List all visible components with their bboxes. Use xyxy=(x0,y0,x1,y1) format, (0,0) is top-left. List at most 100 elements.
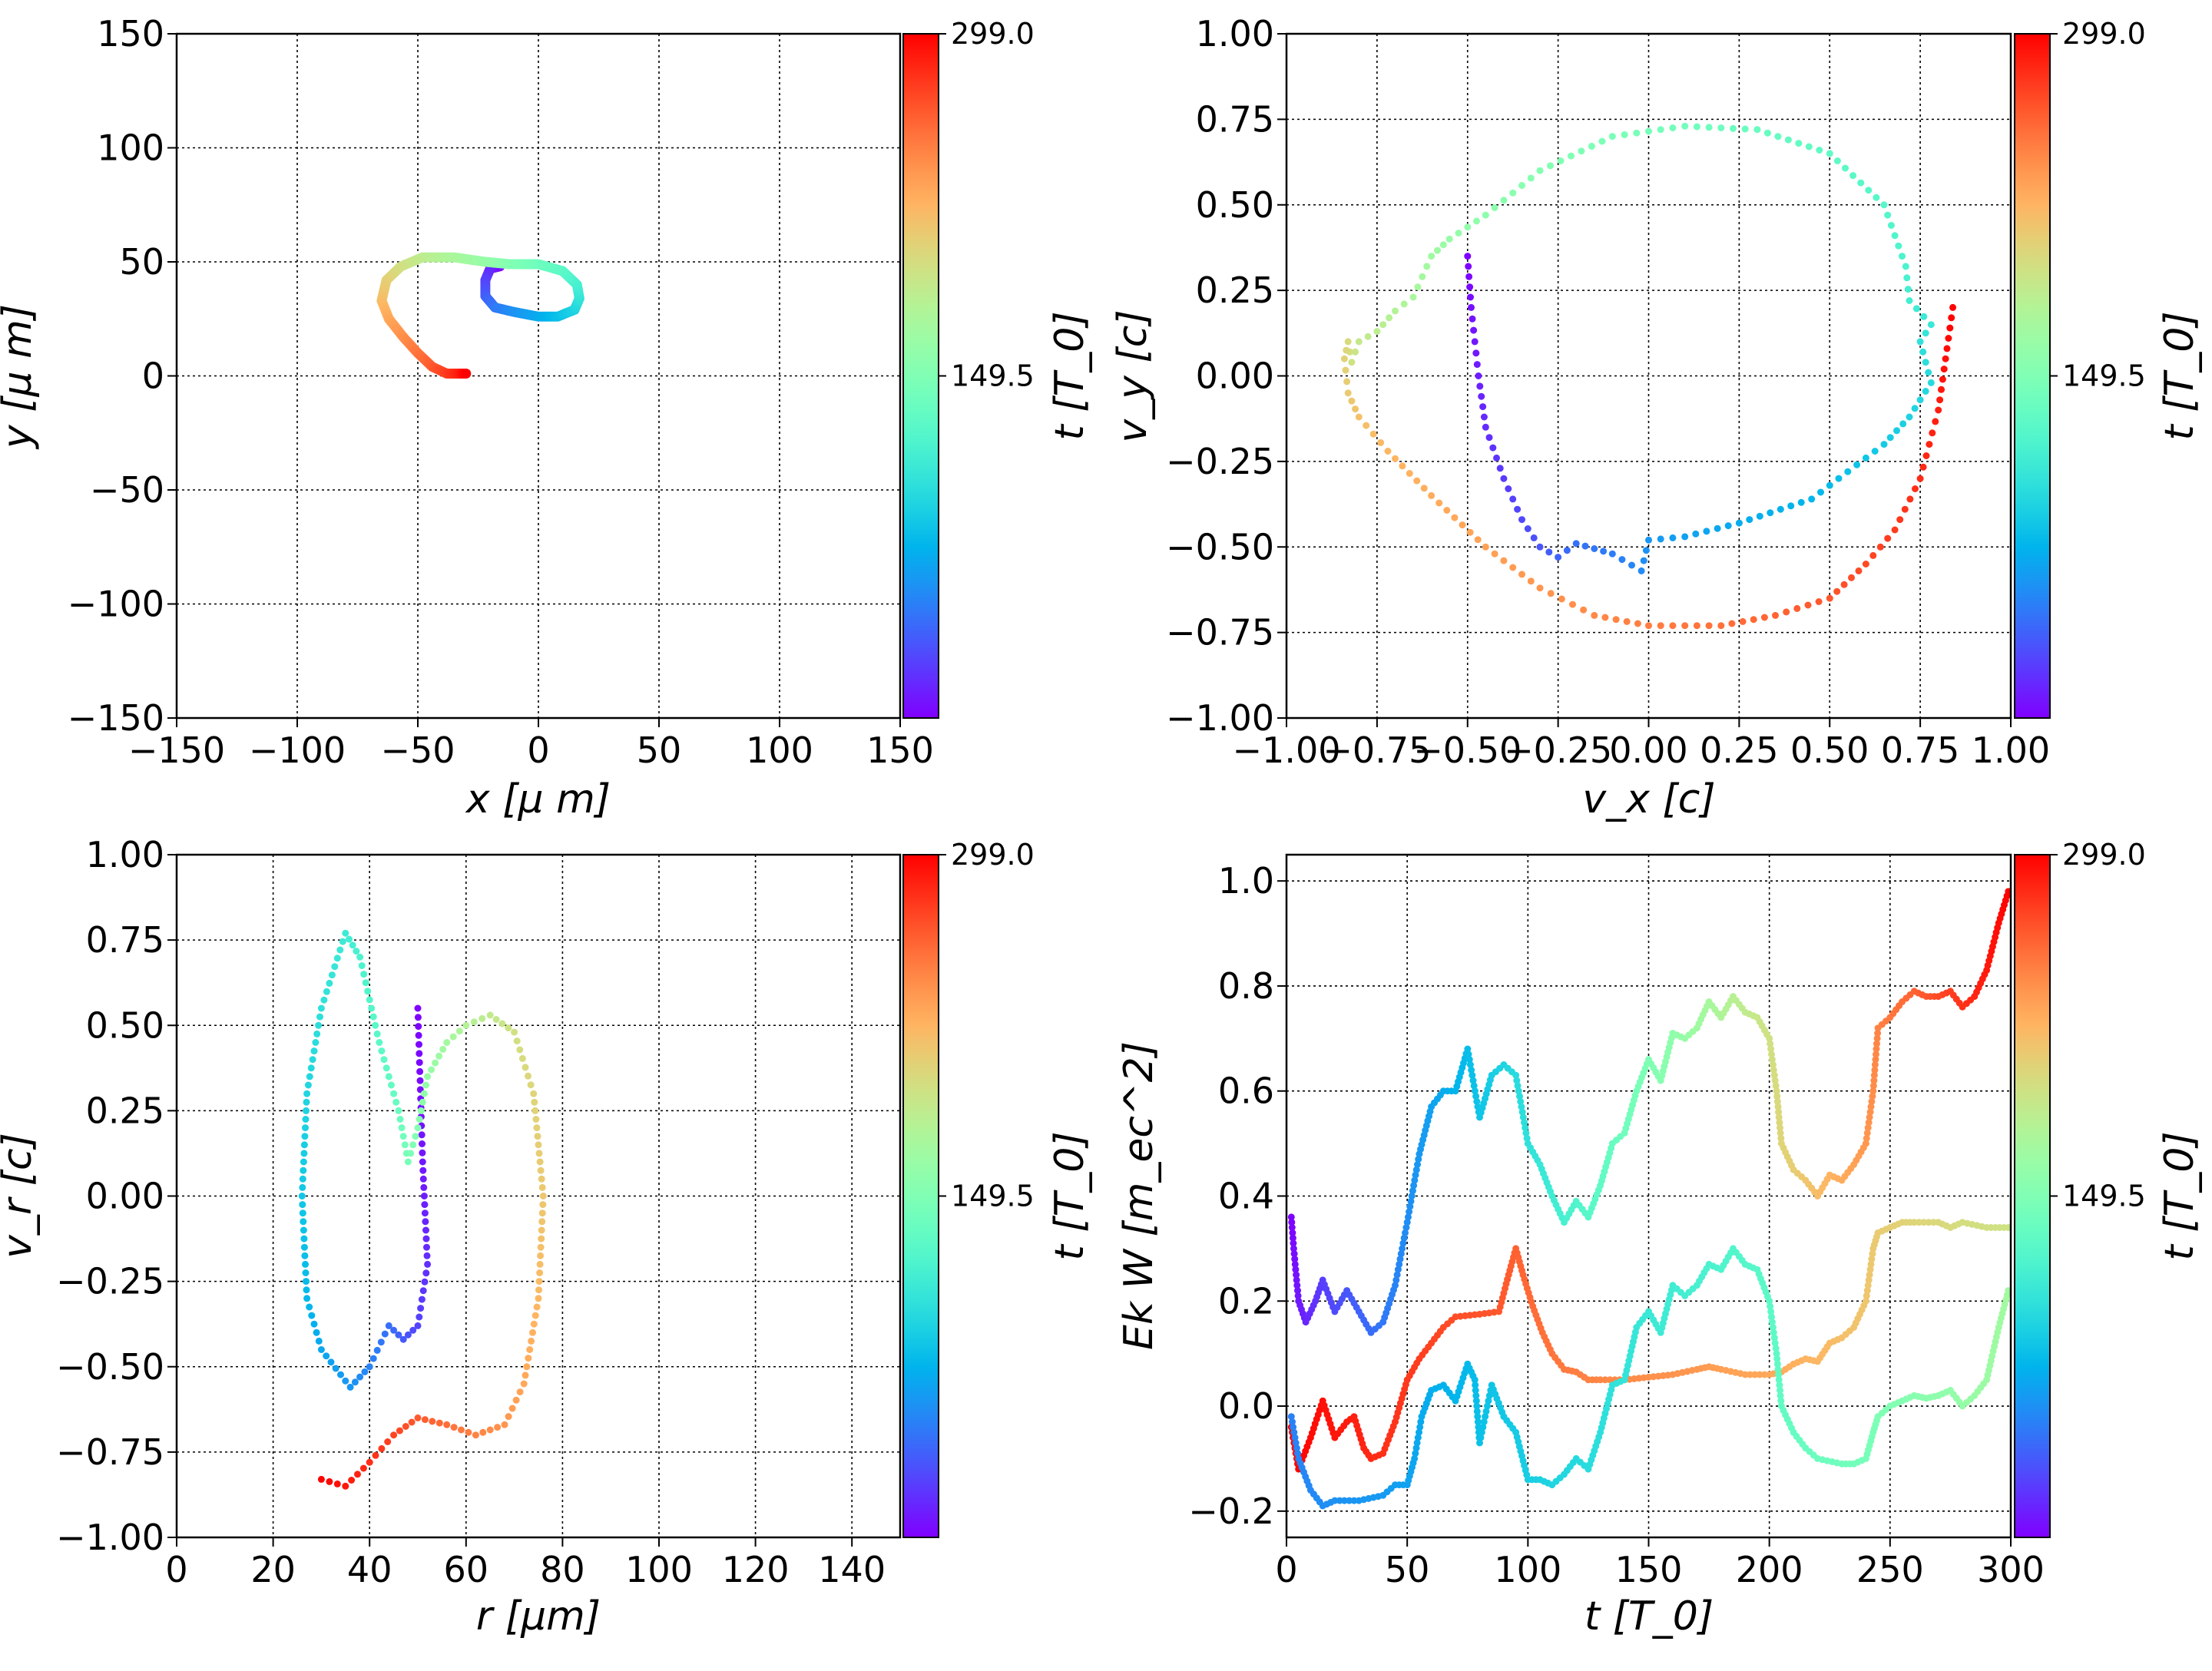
data-point-radial-velocity xyxy=(381,1330,389,1338)
data-point-middle xyxy=(1597,1376,1604,1384)
data-point-velocity xyxy=(1344,338,1352,346)
data-point-upper xyxy=(1464,1045,1472,1053)
data-point-upper xyxy=(1866,1108,1874,1116)
data-point-velocity xyxy=(1891,526,1899,534)
y-tick-label: 0.00 xyxy=(86,1176,164,1217)
data-point-radial-velocity xyxy=(351,1378,359,1386)
x-tick-label: 200 xyxy=(1736,1549,1803,1590)
data-point-radial-velocity xyxy=(416,1077,424,1084)
data-point-radial-velocity xyxy=(373,1030,381,1037)
data-point-velocity xyxy=(1932,418,1939,425)
data-point-radial-velocity xyxy=(346,1383,354,1391)
data-point-radial-velocity xyxy=(529,1329,536,1336)
data-point-upper xyxy=(1409,1187,1416,1195)
data-point-upper xyxy=(1871,1066,1879,1074)
data-point-radial-velocity xyxy=(298,1193,306,1199)
data-point-radial-velocity xyxy=(536,1158,544,1166)
data-point-velocity xyxy=(1945,335,1952,342)
x-axis-label: t [T_0] xyxy=(1584,1593,1714,1640)
data-point-radial-velocity xyxy=(342,929,349,937)
data-point-upper xyxy=(1515,1087,1522,1095)
data-point-velocity xyxy=(1925,369,1932,376)
data-point-velocity xyxy=(1470,326,1478,334)
data-point-upper xyxy=(1468,1066,1475,1074)
data-point-radial-velocity xyxy=(349,941,356,949)
data-point-velocity xyxy=(1857,179,1865,187)
data-point-radial-velocity xyxy=(376,1039,383,1046)
y-tick-label: −150 xyxy=(68,697,164,739)
data-point-radial-velocity xyxy=(525,1072,531,1080)
data-point-radial-velocity xyxy=(331,963,339,971)
data-point-radial-velocity xyxy=(416,1116,423,1123)
x-tick-label: 140 xyxy=(818,1549,886,1590)
x-tick-label: 0.50 xyxy=(1790,730,1869,771)
data-point-velocity xyxy=(1473,217,1480,225)
data-point-velocity xyxy=(1601,614,1609,621)
data-point-lower xyxy=(1473,1402,1481,1410)
data-point-radial-velocity xyxy=(333,955,341,962)
data-point-radial-velocity xyxy=(368,1004,376,1012)
data-point-lower xyxy=(1767,1308,1775,1315)
data-point-lower xyxy=(1471,1376,1479,1384)
data-point-velocity xyxy=(1938,385,1945,393)
data-point-radial-velocity xyxy=(414,1414,422,1421)
data-point-upper xyxy=(1870,1071,1878,1079)
data-point-upper xyxy=(1521,1119,1528,1127)
data-point-velocity xyxy=(1479,403,1487,411)
data-point-velocity xyxy=(1936,396,1944,404)
x-tick-label: 0.25 xyxy=(1700,730,1778,771)
data-point-radial-velocity xyxy=(414,1322,422,1329)
data-point-velocity xyxy=(1922,359,1929,366)
data-point-radial-velocity xyxy=(486,1011,494,1019)
data-point-radial-velocity xyxy=(396,1116,404,1123)
data-point-radial-velocity xyxy=(362,979,369,987)
data-point-radial-velocity xyxy=(432,1059,439,1067)
data-point-velocity xyxy=(1352,348,1359,356)
data-point-velocity xyxy=(1505,485,1512,492)
data-point-velocity xyxy=(1884,211,1892,219)
data-point-velocity xyxy=(1916,475,1924,482)
data-point-upper xyxy=(1289,1229,1296,1236)
data-point-lower xyxy=(1773,1355,1781,1362)
data-point-velocity xyxy=(1939,376,1946,383)
y-tick-label: 0.50 xyxy=(86,1004,164,1046)
data-point-velocity xyxy=(1493,454,1500,462)
data-point-velocity xyxy=(1730,124,1737,132)
y-tick-label: −0.50 xyxy=(1166,526,1274,567)
colorbar-gradient xyxy=(2014,33,2051,719)
data-point-velocity xyxy=(1491,204,1498,211)
data-point-radial-velocity xyxy=(533,1124,541,1132)
data-point-radial-velocity xyxy=(539,1201,547,1209)
data-point-velocity xyxy=(1474,536,1482,544)
colorbar: 149.5 299.0 t [T_0] xyxy=(902,17,1093,719)
data-point-velocity xyxy=(1922,329,1929,337)
data-point-upper xyxy=(1393,1271,1401,1279)
data-point-velocity xyxy=(1500,557,1508,564)
y-tick-label: −0.75 xyxy=(56,1431,164,1473)
data-point-velocity xyxy=(1826,594,1833,602)
data-point-radial-velocity xyxy=(538,1183,546,1191)
data-point-upper xyxy=(1518,1108,1526,1116)
data-point-velocity xyxy=(1623,617,1631,625)
data-point-radial-velocity xyxy=(522,1372,529,1379)
data-point-velocity xyxy=(1891,232,1899,240)
position-trajectory-plot: −150 −100 −50 0 50 100 150 −150 −100 −50 0 50 100 150… xyxy=(0,13,1093,822)
data-point-upper xyxy=(1411,1176,1419,1184)
data-point-radial-velocity xyxy=(415,1023,422,1031)
data-point-upper xyxy=(1291,1260,1299,1268)
data-point-velocity xyxy=(1886,434,1894,442)
y-tick-label: 0 xyxy=(142,356,164,397)
colorbar-tick-label: 299.0 xyxy=(951,17,1035,51)
colorbar-tick-label: 149.5 xyxy=(2062,1180,2146,1213)
y-tick-label: −0.50 xyxy=(56,1346,164,1388)
data-point-velocity xyxy=(1717,124,1725,131)
data-point-velocity xyxy=(1377,438,1385,446)
data-point-velocity xyxy=(1413,477,1421,485)
data-point-velocity xyxy=(1669,124,1677,131)
data-point-velocity xyxy=(1342,366,1349,374)
data-point-radial-velocity xyxy=(419,1098,426,1106)
data-point-lower xyxy=(1472,1387,1479,1394)
data-point-radial-velocity xyxy=(421,1416,429,1424)
data-point-upper xyxy=(1773,1097,1781,1105)
data-point-upper xyxy=(1870,1077,1878,1084)
